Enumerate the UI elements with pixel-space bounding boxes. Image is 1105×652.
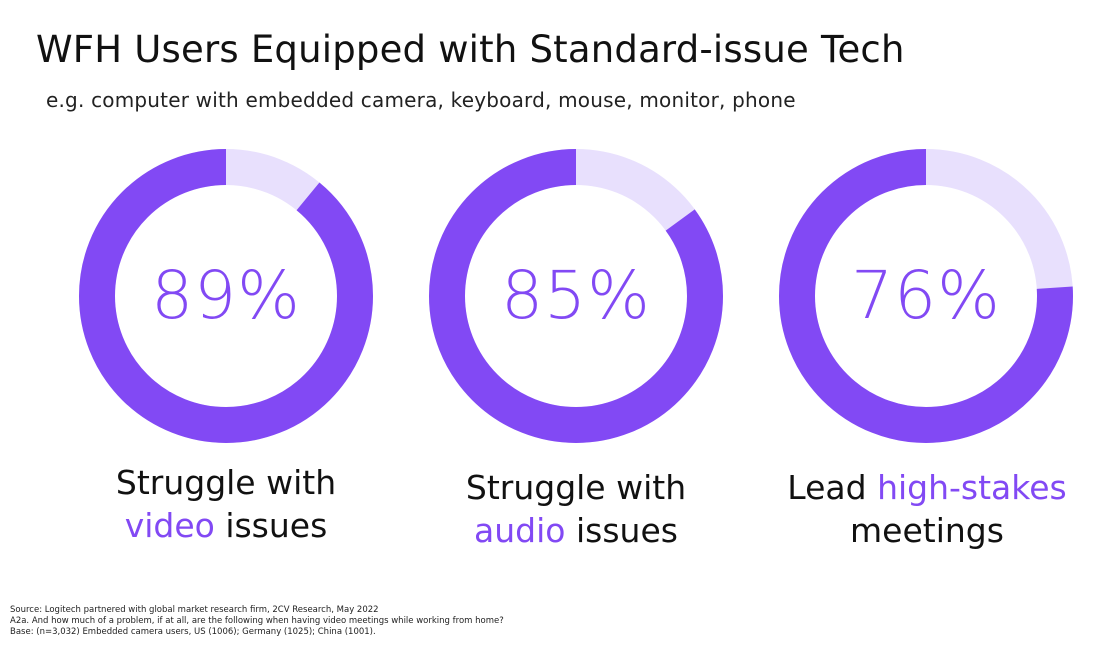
caption-line-1: Struggle with <box>46 461 406 504</box>
donut-meetings-svg <box>779 149 1073 443</box>
footnote-source: Source: Logitech partnered with global m… <box>10 605 379 615</box>
caption-text: Struggle with <box>465 468 687 507</box>
page-subtitle: e.g. computer with embedded camera, keyb… <box>46 88 796 112</box>
donut-chart-video: 89% <box>78 148 374 444</box>
caption-text: Struggle with <box>115 463 337 502</box>
caption-highlight: video <box>124 506 215 545</box>
caption-line-1: Struggle with <box>396 466 756 509</box>
value-label: 76% <box>851 257 1001 334</box>
caption-text: issues <box>214 506 328 545</box>
caption-highlight: high-stakes <box>877 468 1067 507</box>
caption-text: issues <box>565 511 678 550</box>
footnote-base: Base: (n=3,032) Embedded camera users, U… <box>10 627 376 637</box>
caption-text: meetings <box>850 511 1004 550</box>
page-title: WFH Users Equipped with Standard-issue T… <box>36 28 905 71</box>
donut-audio-svg <box>429 149 723 443</box>
caption-meetings: Lead high-stakes meetings <box>747 466 1105 552</box>
value-label: 85% <box>501 257 651 334</box>
donut-value-arc <box>429 149 723 443</box>
footnotes: Source: Logitech partnered with global m… <box>10 605 504 638</box>
donut-chart-meetings: 76% <box>778 148 1074 444</box>
caption-video: Struggle with video issues <box>46 461 406 547</box>
caption-audio: Struggle with audio issues <box>396 466 756 552</box>
caption-line-2: video issues <box>46 504 406 547</box>
footnote-question: A2a. And how much of a problem, if at al… <box>10 616 504 626</box>
donut-chart-audio: 85% <box>428 148 724 444</box>
caption-line-2: meetings <box>747 509 1105 552</box>
caption-line-1: Lead high-stakes <box>747 466 1105 509</box>
value-label: 89% <box>151 257 301 334</box>
caption-line-2: audio issues <box>396 509 756 552</box>
donut-value-arc <box>779 149 1073 443</box>
caption-highlight: audio <box>474 511 566 550</box>
donut-video-svg <box>79 149 373 443</box>
caption-text: Lead <box>787 468 878 507</box>
donut-value-arc <box>79 149 373 443</box>
